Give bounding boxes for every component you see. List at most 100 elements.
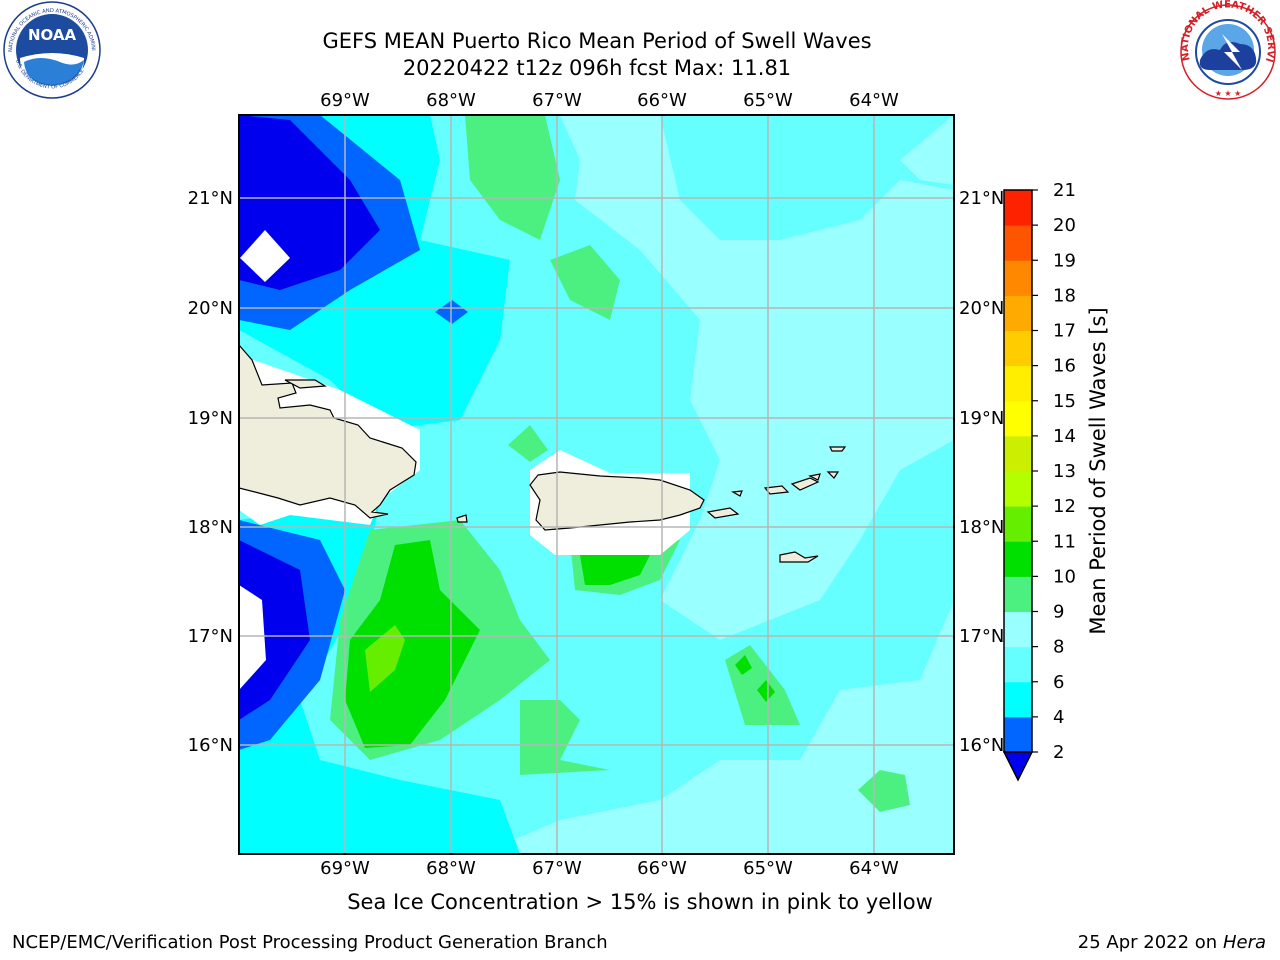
sea-ice-caption: Sea Ice Concentration > 15% is shown in …: [347, 890, 933, 914]
land-hispaniola-islet: [284, 379, 327, 389]
lon-bottom-66w: 66°W: [637, 858, 687, 879]
contour-10-11-pr: [580, 555, 650, 585]
colorbar-segment-14-15: [1004, 400, 1032, 437]
lon-labels-top: 69°W 68°W 67°W 66°W 65°W 64°W: [320, 90, 899, 111]
lat-labels-right: 21°N 20°N 19°N 18°N 17°N 16°N: [959, 188, 1004, 756]
colorbar-tick-label-20: 20: [1053, 215, 1076, 236]
contour-10-11: [345, 540, 480, 748]
colorbar-segment-9-10: [1004, 576, 1032, 612]
land-mona: [456, 514, 468, 523]
colorbar-tick-label-16: 16: [1053, 356, 1076, 377]
lat-right-16n: 16°N: [959, 735, 1004, 756]
contour-6-8-east: [660, 115, 954, 240]
colorbar-segment-18-19: [1004, 260, 1032, 296]
contour-9-10-south2: [520, 700, 610, 775]
land-virgin-islands: [731, 471, 840, 497]
footer-machine: Hera: [1222, 932, 1266, 953]
land-hispaniola: [239, 344, 417, 519]
colorbar-tick-label-9: 9: [1053, 602, 1064, 623]
colorbar: 2 4 6 8 9 10 11 12 13 14 15 16 17 18 19 20 21: [1002, 180, 1076, 782]
contour-9-10-mid: [550, 245, 620, 320]
colorbar-segment-17-18: [1004, 295, 1032, 331]
land-st-croix: [779, 551, 819, 563]
graticule: [239, 115, 954, 854]
colorbar-segment-16-17: [1004, 330, 1032, 367]
colorbar-tick-label-13: 13: [1053, 461, 1076, 482]
lon-top-64w: 64°W: [849, 90, 899, 111]
lon-top-65w: 65°W: [743, 90, 793, 111]
colorbar-segment-10-11: [1004, 541, 1032, 577]
contour-below-2-south: [239, 540, 310, 720]
land-vieques: [706, 507, 740, 519]
footer-credit: NCEP/EMC/Verification Post Processing Pr…: [12, 932, 608, 953]
colorbar-tick-label-10: 10: [1053, 566, 1076, 587]
colorbar-extend-low: [1002, 751, 1034, 782]
lon-top-68w: 68°W: [426, 90, 476, 111]
lat-right-17n: 17°N: [959, 626, 1004, 647]
lat-right-21n: 21°N: [959, 188, 1004, 209]
footer-date-text: 25 Apr 2022 on: [1077, 932, 1223, 953]
footer-date: 25 Apr 2022 on Hera: [1078, 932, 1266, 953]
contour-10-11-east: [735, 655, 752, 675]
colorbar-tick-label-8: 8: [1053, 637, 1064, 658]
lat-labels-left: 21°N 20°N 19°N 18°N 17°N 16°N: [188, 188, 233, 756]
colorbar-segment-4-6: [1004, 681, 1032, 718]
lat-right-19n: 19°N: [959, 408, 1004, 429]
colorbar-segment-20-21: [1004, 190, 1032, 226]
colorbar-tick-label-15: 15: [1053, 391, 1076, 412]
colorbar-segment-2-4: [1004, 716, 1032, 753]
colorbar-tick-label-6: 6: [1053, 672, 1064, 693]
nws-logo: NATIONAL WEATHER SERVICE ★ ★ ★: [1176, 0, 1276, 100]
swell-period-field: [239, 115, 954, 854]
colorbar-tick-label-12: 12: [1053, 496, 1076, 517]
land-anegada: [829, 446, 847, 452]
lon-bottom-67w: 67°W: [532, 858, 582, 879]
lat-left-16n: 16°N: [188, 735, 233, 756]
colorbar-tick-label-4: 4: [1053, 707, 1064, 728]
colorbar-tick-label-18: 18: [1053, 285, 1076, 306]
lat-left-20n: 20°N: [188, 298, 233, 319]
colorbar-segment-15-16: [1004, 365, 1032, 402]
lon-top-67w: 67°W: [532, 90, 582, 111]
lat-left-17n: 17°N: [188, 626, 233, 647]
lon-top-66w: 66°W: [637, 90, 687, 111]
lon-bottom-69w: 69°W: [320, 858, 370, 879]
colorbar-segment-8-9: [1004, 611, 1032, 648]
lon-bottom-68w: 68°W: [426, 858, 476, 879]
contour-10-11-east2: [757, 680, 775, 702]
contour-9-10-pr-north: [508, 425, 548, 462]
map-frame: [238, 114, 955, 855]
contour-9-10-ne: [900, 115, 954, 185]
noaa-logo: NOAA NATIONAL OCEANIC AND ATMOSPHERIC AD…: [0, 0, 101, 99]
colorbar-tick-label-17: 17: [1053, 321, 1076, 342]
lat-right-18n: 18°N: [959, 517, 1004, 538]
lat-left-18n: 18°N: [188, 517, 233, 538]
colorbar-tick-label-2: 2: [1053, 742, 1064, 763]
colorbar-tick-label-14: 14: [1053, 426, 1076, 447]
lon-labels-bottom: 69°W 68°W 67°W 66°W 65°W 64°W: [320, 858, 899, 879]
lat-left-19n: 19°N: [188, 408, 233, 429]
svg-text:★ ★ ★: ★ ★ ★: [1215, 89, 1242, 98]
contour-11-12: [365, 625, 405, 692]
colorbar-label: Mean Period of Swell Waves [s]: [1086, 307, 1110, 634]
colorbar-segment-13-14: [1004, 435, 1032, 472]
map-title: GEFS MEAN Puerto Rico Mean Period of Swe…: [322, 29, 872, 53]
lon-top-69w: 69°W: [320, 90, 370, 111]
nodata-mask-north: [240, 230, 290, 282]
land-puerto-rico: [529, 471, 705, 531]
lat-right-20n: 20°N: [959, 298, 1004, 319]
contour-9-10-north: [465, 115, 560, 240]
noaa-logo-text: NOAA: [28, 26, 77, 44]
colorbar-segment-19-20: [1004, 225, 1032, 261]
colorbar-tick-label-11: 11: [1053, 531, 1076, 552]
lat-left-21n: 21°N: [188, 188, 233, 209]
colorbar-tick-label-21: 21: [1053, 180, 1076, 201]
map-subtitle: 20220422 t12z 096h fcst Max: 11.81: [402, 56, 792, 80]
colorbar-segment-12-13: [1004, 471, 1032, 507]
lon-bottom-64w: 64°W: [849, 858, 899, 879]
nodata-mask-west: [239, 585, 266, 690]
colorbar-segment-11-12: [1004, 506, 1032, 542]
lon-bottom-65w: 65°W: [743, 858, 793, 879]
colorbar-segment-6-8: [1004, 646, 1032, 683]
